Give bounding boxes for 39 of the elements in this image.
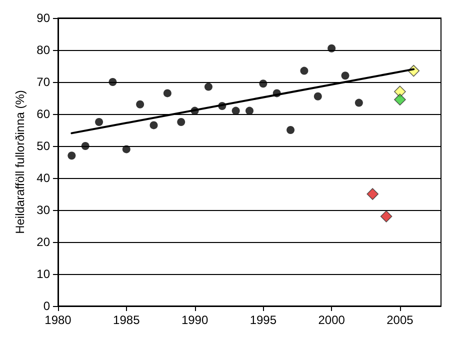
point [95,118,104,126]
y-tick-label: 30 [36,203,50,217]
x-tick-label: 1990 [181,313,208,327]
x-tick-label: 1995 [250,313,277,327]
point [163,89,172,98]
y-tick-label: 10 [36,267,50,281]
y-tick-label: 40 [36,171,50,185]
point [232,106,240,115]
point [380,210,392,222]
point [286,126,295,134]
point [366,188,379,200]
point [246,106,254,115]
point [177,118,186,126]
y-tick-label: 70 [36,75,50,89]
point [314,92,322,100]
y-tick-label: 50 [36,139,50,153]
point [122,145,130,154]
point [354,98,363,107]
x-tick-label: 1980 [44,313,72,327]
point [136,100,144,108]
point [108,78,117,86]
x-tick-label: 2000 [318,313,346,327]
point [341,72,350,80]
x-tick-label: 2005 [386,313,414,327]
point [259,80,268,88]
point [394,94,406,106]
point [328,44,336,52]
y-axis-title: Heildarafföll fullorðinna (%) [12,90,27,234]
point [81,142,90,150]
y-tick-label: 60 [36,107,50,121]
point [150,121,158,130]
y-tick-label: 20 [36,235,50,249]
point [68,152,76,160]
y-tick-label: 90 [36,11,50,25]
point [204,82,212,91]
y-tick-label: 0 [43,299,50,313]
point [300,66,308,75]
y-tick-label: 80 [36,43,50,57]
x-tick-label: 1985 [113,313,140,327]
